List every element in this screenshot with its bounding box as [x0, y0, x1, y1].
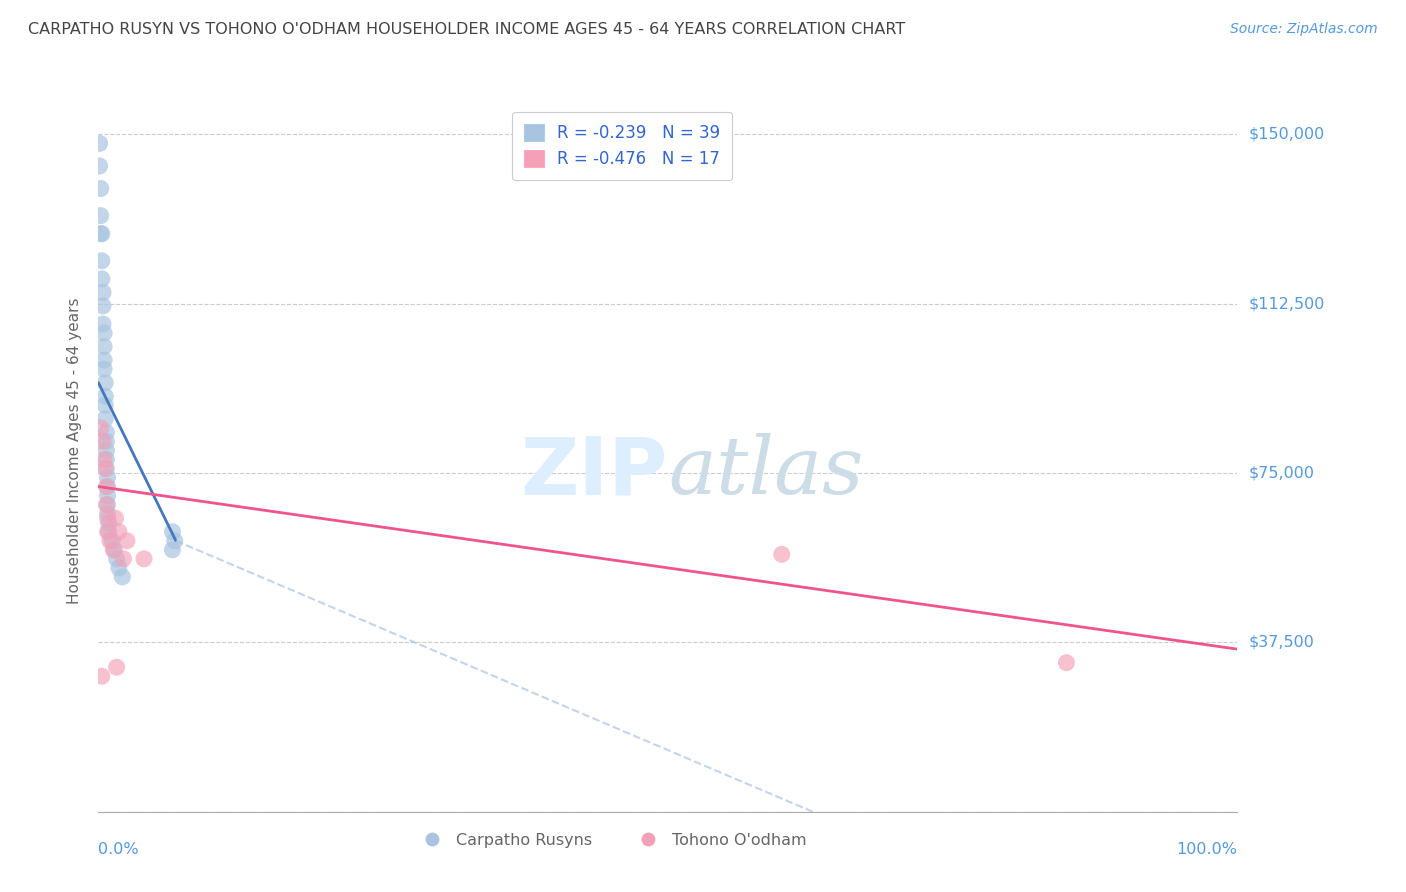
Point	[96, 480, 118, 494]
Point	[108, 561, 131, 575]
Point	[93, 452, 115, 467]
Point	[93, 340, 115, 354]
Point	[770, 547, 793, 561]
Point	[1054, 656, 1078, 670]
Point	[96, 443, 118, 458]
Point	[93, 326, 115, 340]
Point	[96, 498, 118, 512]
Point	[96, 507, 118, 521]
Point	[101, 533, 124, 548]
Point	[96, 480, 118, 494]
Point	[96, 470, 118, 484]
Point	[97, 516, 120, 530]
Point	[96, 452, 118, 467]
Point	[96, 511, 118, 525]
Point	[96, 434, 118, 449]
Point	[90, 227, 112, 241]
Point	[90, 253, 112, 268]
Text: atlas: atlas	[668, 434, 863, 511]
Text: $150,000: $150,000	[1249, 127, 1324, 142]
Point	[108, 524, 131, 539]
Point	[90, 421, 112, 435]
Point	[98, 533, 121, 548]
Point	[115, 533, 138, 548]
Point	[162, 542, 184, 557]
Text: 0.0%: 0.0%	[98, 842, 139, 857]
Point	[93, 353, 115, 368]
Point	[103, 542, 125, 557]
Text: $75,000: $75,000	[1249, 466, 1315, 481]
Point	[132, 551, 155, 566]
Point	[96, 489, 118, 503]
Point	[96, 524, 118, 539]
Point	[94, 376, 117, 390]
Point	[112, 551, 135, 566]
Legend: Carpatho Rusyns, Tohono O'odham: Carpatho Rusyns, Tohono O'odham	[409, 827, 813, 855]
Point	[96, 498, 118, 512]
Point	[96, 461, 118, 475]
Point	[103, 542, 125, 557]
Point	[91, 317, 114, 331]
Y-axis label: Householder Income Ages 45 - 64 years: Householder Income Ages 45 - 64 years	[67, 297, 83, 604]
Point	[94, 461, 117, 475]
Point	[90, 669, 112, 683]
Point	[105, 660, 128, 674]
Text: CARPATHO RUSYN VS TOHONO O'ODHAM HOUSEHOLDER INCOME AGES 45 - 64 YEARS CORRELATI: CARPATHO RUSYN VS TOHONO O'ODHAM HOUSEHO…	[28, 22, 905, 37]
Point	[162, 524, 184, 539]
Point	[90, 272, 112, 286]
Point	[163, 533, 186, 548]
Point	[111, 570, 134, 584]
Point	[97, 524, 120, 539]
Point	[90, 209, 112, 223]
Point	[94, 389, 117, 403]
Point	[91, 434, 114, 449]
Point	[105, 551, 128, 566]
Text: ZIP: ZIP	[520, 434, 668, 511]
Point	[94, 412, 117, 426]
Point	[91, 299, 114, 313]
Point	[89, 159, 111, 173]
Point	[93, 362, 115, 376]
Point	[89, 136, 111, 151]
Point	[90, 227, 112, 241]
Point	[96, 425, 118, 440]
Point	[91, 285, 114, 300]
Point	[104, 511, 127, 525]
Text: 100.0%: 100.0%	[1177, 842, 1237, 857]
Point	[90, 181, 112, 195]
Text: $37,500: $37,500	[1249, 635, 1315, 650]
Text: Source: ZipAtlas.com: Source: ZipAtlas.com	[1230, 22, 1378, 37]
Point	[94, 398, 117, 412]
Text: $112,500: $112,500	[1249, 296, 1324, 311]
